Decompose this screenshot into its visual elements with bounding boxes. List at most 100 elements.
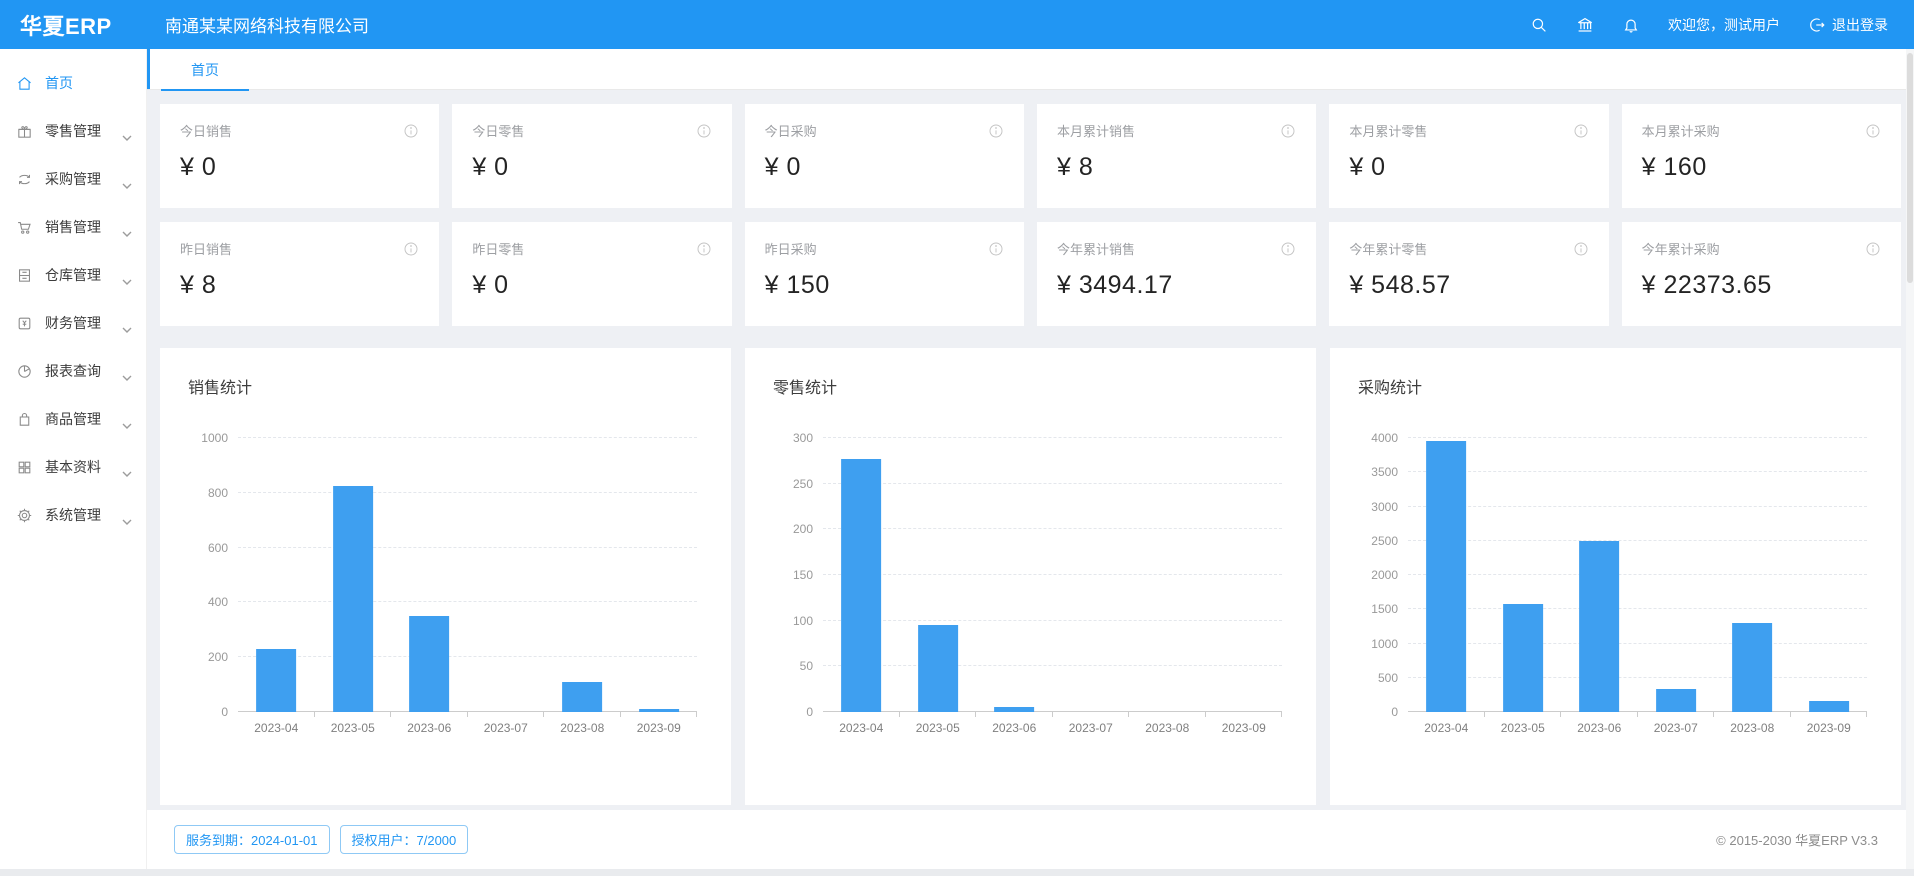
bar-slot: 2023-06 (1561, 438, 1638, 735)
gridline (823, 528, 1282, 530)
x-axis-tick: 2023-05 (915, 721, 960, 735)
sales-bar-chart: 0 200 400 600 800 1000 2023-04 2023-05 2023-06 20… (190, 426, 709, 756)
sidebar-item-reports[interactable]: 报表查询 (0, 347, 146, 395)
gridline (823, 665, 1282, 667)
warehouse-icon (16, 267, 33, 284)
x-axis-tick: 2023-09 (636, 721, 681, 735)
gridline (823, 619, 1282, 621)
y-axis-tick: 800 (207, 485, 228, 500)
gridline (238, 546, 697, 548)
stat-label: 本月累计采购 (1641, 124, 1720, 139)
user-welcome[interactable]: 欢迎您，测试用户 (1668, 16, 1780, 33)
y-axis-tick: 0 (1391, 705, 1398, 719)
search-icon[interactable] (1530, 16, 1548, 34)
chart-title: 零售统计 (773, 380, 838, 397)
bar-slot: 2023-09 (621, 438, 698, 735)
stat-cards-row2: 昨日销售 ¥ 8 昨日零售 ¥ 0 昨日采购 ¥ 150 今年累计销售 (160, 222, 1901, 326)
bell-icon[interactable] (1622, 16, 1640, 34)
sidebar-item-products[interactable]: 商品管理 (0, 395, 146, 443)
stat-label: 今年累计零售 (1349, 242, 1428, 257)
x-axis-tick: 2023-07 (1653, 721, 1698, 735)
info-circle-icon[interactable] (696, 241, 712, 257)
x-axis-tick: 2023-04 (254, 721, 299, 735)
bar (994, 707, 1035, 712)
sidebar-item-purchase[interactable]: 采购管理 (0, 155, 146, 203)
licensed-users-badge[interactable]: 授权用户：7/2000 (339, 825, 469, 854)
info-circle-icon[interactable] (403, 241, 419, 257)
home-icon (16, 75, 33, 92)
bars: 2023-04 2023-05 2023-06 2023-07 2023-08 2023-… (823, 438, 1283, 735)
gridline (238, 601, 697, 603)
bar-slot: 2023-05 (1485, 438, 1562, 735)
x-axis-tick: 2023-06 (992, 721, 1037, 735)
bar (332, 485, 373, 712)
info-circle-icon[interactable] (1573, 241, 1589, 257)
stat-label: 今年累计采购 (1641, 242, 1720, 257)
gridline (238, 491, 697, 493)
retail-bar-chart: 0 50 100 150 200 250 300 2023-04 2023-05 2023-06 2… (775, 426, 1294, 756)
info-circle-icon[interactable] (403, 123, 419, 139)
sidebar-item-sales[interactable]: 销售管理 (0, 203, 146, 251)
info-circle-icon[interactable] (1865, 241, 1881, 257)
company-name: 南通某某网络科技有限公司 (165, 17, 369, 36)
sidebar-item-retail[interactable]: 零售管理 (0, 107, 146, 155)
sidebar-item-label: 系统管理 (45, 507, 101, 523)
purchase-bar-chart: 0 500 1000 1500 2000 2500 3000 3500 4000 2023-04 2… (1360, 426, 1879, 756)
x-axis-tick: 2023-09 (1221, 721, 1266, 735)
y-axis-tick: 0 (806, 705, 813, 719)
y-axis-tick: 100 (792, 613, 813, 628)
tab-bar: 首页 (147, 49, 1914, 91)
sidebar-item-warehouse[interactable]: 仓库管理 (0, 251, 146, 299)
chart-title: 销售统计 (188, 380, 253, 397)
info-circle-icon[interactable] (988, 241, 1004, 257)
sidebar-item-home[interactable]: 首页 (0, 59, 146, 107)
gridline (1408, 505, 1867, 507)
bar-slot: 2023-06 (391, 438, 468, 735)
chevron-down-icon (122, 416, 132, 429)
info-circle-icon[interactable] (988, 123, 1004, 139)
charts-row: 销售统计 0 200 400 600 800 1000 2023-04 2023-05 2023… (160, 348, 1901, 805)
tab-home[interactable]: 首页 (161, 49, 249, 91)
bank-icon[interactable] (1576, 16, 1594, 34)
logout-button[interactable]: 退出登录 (1808, 15, 1888, 35)
gridline (238, 437, 697, 438)
bar (256, 648, 297, 712)
info-circle-icon[interactable] (1280, 123, 1296, 139)
bar-slot: 2023-09 (1206, 438, 1283, 735)
chevron-down-icon (122, 128, 132, 141)
bar-slot: 2023-07 (1053, 438, 1130, 735)
info-circle-icon[interactable] (1280, 241, 1296, 257)
gridline (823, 437, 1282, 438)
info-circle-icon[interactable] (1865, 123, 1881, 139)
logout-label: 退出登录 (1832, 16, 1888, 33)
chevron-down-icon (122, 176, 132, 189)
y-axis-tick: 2000 (1371, 568, 1398, 582)
service-expiry-badge[interactable]: 服务到期：2024-01-01 (174, 825, 330, 854)
scrollbar-thumb[interactable] (1907, 53, 1913, 283)
stat-card: 本月累计零售 ¥ 0 (1329, 104, 1609, 208)
bar (1502, 603, 1543, 712)
gridline (1408, 608, 1867, 610)
sidebar-item-system[interactable]: 系统管理 (0, 491, 146, 539)
gridline (1408, 574, 1867, 575)
info-circle-icon[interactable] (1573, 123, 1589, 139)
stat-card: 今日采购 ¥ 0 (744, 104, 1024, 208)
sidebar-item-label: 零售管理 (45, 123, 101, 139)
y-axis-tick: 500 (1377, 670, 1398, 685)
plot-area: 0 200 400 600 800 1000 2023-04 2023-05 2023-06 20… (201, 431, 698, 735)
sidebar-item-label: 基本资料 (45, 459, 101, 475)
info-circle-icon[interactable] (696, 123, 712, 139)
sales-chart-panel: 销售统计 0 200 400 600 800 1000 2023-04 2023-05 2023… (160, 348, 731, 805)
x-axis-tick: 2023-05 (330, 721, 375, 735)
y-axis-tick: 200 (207, 650, 228, 665)
bar-slot: 2023-04 (1408, 438, 1485, 735)
stat-label: 本月累计销售 (1057, 124, 1136, 139)
plot-area: 0 50 100 150 200 250 300 2023-04 2023-05 2023-06 2… (793, 431, 1283, 735)
x-axis-tick: 2023-06 (407, 721, 452, 735)
sidebar-item-finance[interactable]: 财务管理 (0, 299, 146, 347)
y-axis-tick: 4000 (1371, 431, 1398, 445)
sidebar-item-basic-data[interactable]: 基本资料 (0, 443, 146, 491)
x-axis-tick: 2023-08 (560, 721, 605, 735)
gridline (823, 711, 1282, 712)
gridline (1408, 642, 1867, 644)
